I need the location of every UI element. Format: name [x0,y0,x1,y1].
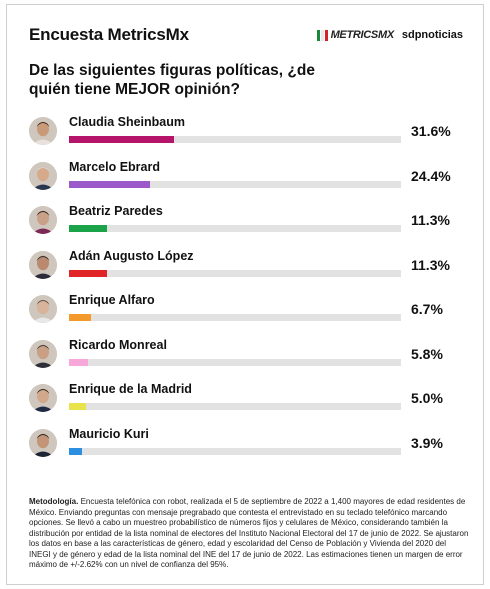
avatar [29,161,57,190]
bar-row: Mauricio Kuri 3.9% [7,427,483,467]
bar-row: Marcelo Ebrard 24.4% [7,160,483,200]
avatar [29,339,57,368]
bar-value-label: 6.7% [411,301,443,317]
methodology-note: Metodología. Encuesta telefónica con rob… [29,497,469,571]
bar-value-label: 3.9% [411,434,443,451]
metricsmx-logo: METRICSMX [316,29,395,41]
bar-track [69,314,401,321]
bar-track [69,180,401,188]
bar-row: Ricardo Monreal 5.8% [7,338,483,378]
bar [69,225,107,232]
bar-value-label: 24.4% [411,167,451,184]
header: Encuesta MetricsMx METRICSMX sdpnoticias [7,5,483,55]
bar-track [69,225,401,232]
methodology-label: Metodología. [29,497,79,506]
bar-row: Enrique de la Madrid 5.0% [7,382,483,422]
bar-track [69,358,401,366]
bar-label: Marcelo Ebrard [69,159,161,174]
bar-label: Ricardo Monreal [69,337,167,352]
survey-question: De las siguientes figuras políticas, ¿de… [29,62,315,98]
sdpnoticias-logo: sdpnoticias [401,29,463,41]
bar-track [69,269,401,277]
bar [69,269,107,277]
bar-label: Beatriz Paredes [69,204,163,218]
bar-value-label: 5.8% [411,345,443,362]
bar [69,447,82,455]
flag-icon [316,29,329,41]
bar-value-label: 31.6% [411,123,451,139]
survey-title: Encuesta MetricsMx [29,25,189,44]
bar-label: Claudia Sheinbaum [69,115,185,129]
bar-track [69,403,401,410]
avatar [29,206,57,234]
bar-row: Enrique Alfaro 6.7% [7,293,483,333]
bar-label: Enrique de la Madrid [69,382,192,396]
bar-row: Claudia Sheinbaum 31.6% [7,115,483,155]
bar-label: Adán Augusto López [69,248,194,263]
bar [69,403,86,410]
bar-value-label: 11.3% [411,256,450,273]
bar-label: Mauricio Kuri [69,426,149,441]
bar [69,358,89,366]
bar-track [69,136,401,143]
bar-value-label: 11.3% [411,212,450,228]
avatar [29,428,57,457]
avatar [29,117,57,145]
bar [69,180,150,188]
bar-label: Enrique Alfaro [69,293,155,307]
metricsmx-logo-text: METRICSMX [330,29,395,41]
bar [69,136,174,143]
brand-logos: METRICSMX sdpnoticias [316,29,463,41]
bar-value-label: 5.0% [411,390,443,406]
bar-row: Beatriz Paredes 11.3% [7,204,483,244]
bar [69,314,92,321]
bar-row: Adán Augusto López 11.3% [7,249,483,289]
methodology-text: Encuesta telefónica con robot, realizada… [29,497,469,569]
bar-track [69,447,401,455]
avatar [29,295,57,323]
avatar [29,250,57,279]
avatar [29,384,57,412]
survey-card: Encuesta MetricsMx METRICSMX sdpnoticias… [6,4,484,585]
